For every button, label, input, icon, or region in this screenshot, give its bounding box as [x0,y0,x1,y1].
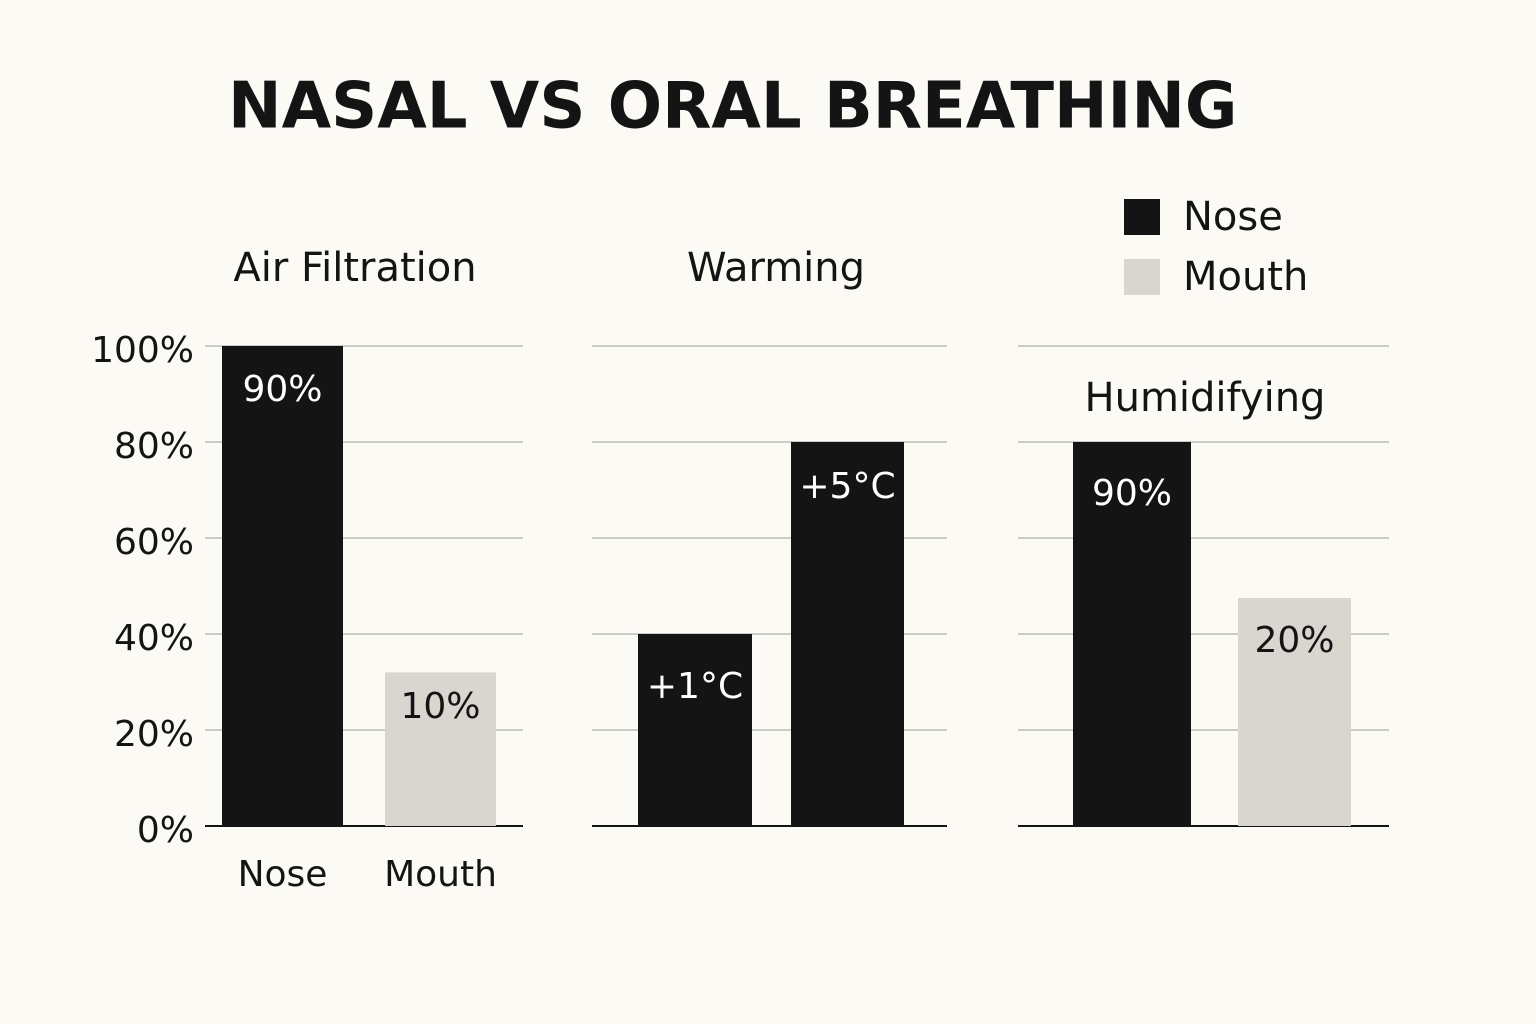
bar-label: 90% [1092,473,1172,514]
chart-title: NASAL VS ORAL BREATHING [228,70,1237,144]
bar [638,634,752,826]
bar [791,442,904,826]
bar-label: 10% [400,686,480,727]
y-tick-label: 20% [114,714,194,755]
panel-title: Air Filtration [233,245,476,291]
legend-label: Mouth [1183,254,1308,300]
panel-title: Warming [687,245,865,291]
bar-label: +1°C [647,666,743,707]
y-tick-label: 60% [114,522,194,563]
bar-label: 90% [242,369,322,410]
y-tick-label: 80% [114,426,194,467]
x-tick-label: Nose [238,854,328,895]
legend-swatch [1124,259,1160,295]
bar-label: 20% [1254,620,1334,661]
panel-title: Humidifying [1085,375,1326,421]
bar [222,346,343,826]
y-tick-label: 40% [114,618,194,659]
y-tick-label: 100% [91,330,194,371]
bar-label: +5°C [799,466,895,507]
x-tick-label: Mouth [384,854,497,895]
bar [385,672,496,826]
bar [1238,598,1351,826]
y-tick-label: 0% [137,810,194,851]
legend-swatch [1124,199,1160,235]
legend-label: Nose [1183,194,1283,240]
bar [1073,442,1191,826]
